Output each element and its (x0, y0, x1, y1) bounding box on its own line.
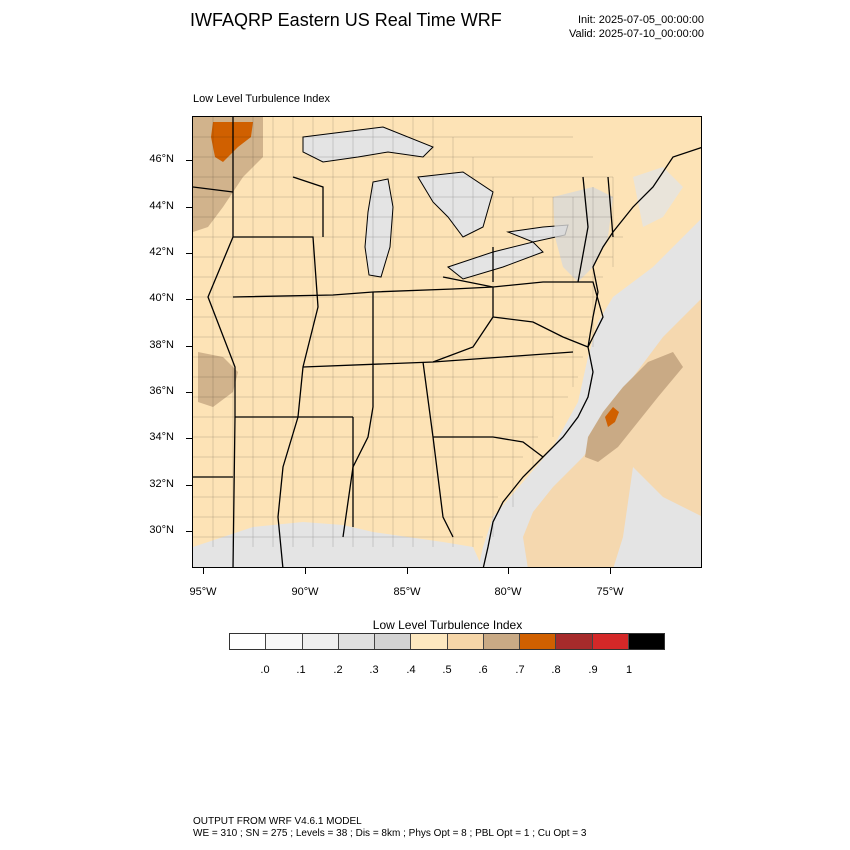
lat-tick (186, 207, 192, 208)
lat-tick (186, 160, 192, 161)
colorbar-label: 1 (625, 664, 633, 676)
colorbar-swatch (483, 634, 520, 649)
colorbar-label: .6 (478, 664, 488, 676)
colorbar-label: .9 (588, 664, 598, 676)
lon-tick (508, 568, 509, 574)
lon-label-90: 90°W (291, 586, 319, 598)
lon-label-75: 75°W (596, 586, 624, 598)
colorbar-title: Low Level Turbulence Index (372, 618, 523, 632)
colorbar-swatch (230, 634, 267, 649)
lon-label-95: 95°W (189, 586, 217, 598)
colorbar-swatch (556, 634, 593, 649)
colorbar-swatch (592, 634, 629, 649)
lat-tick (186, 346, 192, 347)
map-canvas (193, 117, 701, 567)
lat-label-30: 30°N (149, 524, 174, 536)
colorbar-swatch (520, 634, 557, 649)
colorbar-label: .3 (369, 664, 379, 676)
maine-gray (633, 167, 683, 227)
colorbar-label: .0 (260, 664, 270, 676)
lat-label-36: 36°N (149, 385, 174, 397)
lat-label-32: 32°N (149, 478, 174, 490)
colorbar-swatch (375, 634, 412, 649)
colorbar-label: .7 (515, 664, 525, 676)
lat-tick (186, 253, 192, 254)
lat-label-42: 42°N (149, 246, 174, 258)
time-info: Init: 2025-07-05_00:00:00 Valid: 2025-07… (569, 13, 704, 41)
lat-tick (186, 531, 192, 532)
colorbar-swatch (411, 634, 448, 649)
lat-label-40: 40°N (149, 292, 174, 304)
colorbar-swatch (266, 634, 303, 649)
colorbar-label: .2 (333, 664, 343, 676)
lat-label-34: 34°N (149, 431, 174, 443)
colorbar (229, 633, 665, 650)
atlantic-coastline (482, 146, 701, 567)
colorbar-swatch (338, 634, 375, 649)
lat-tick (186, 392, 192, 393)
west-tan (198, 352, 238, 407)
nw-orange (211, 122, 253, 162)
field-title: Low Level Turbulence Index (193, 93, 330, 105)
plot-title: IWFAQRP Eastern US Real Time WRF (190, 10, 502, 30)
offshore-tan (585, 352, 683, 462)
lon-label-85: 85°W (393, 586, 421, 598)
county-mesh (193, 117, 623, 547)
lon-label-80: 80°W (494, 586, 522, 598)
lat-label-38: 38°N (149, 339, 174, 351)
lat-tick (186, 485, 192, 486)
lon-tick (407, 568, 408, 574)
lat-tick (186, 438, 192, 439)
model-info-line2: WE = 310 ; SN = 275 ; Levels = 38 ; Dis … (193, 828, 587, 839)
map-panel (192, 116, 702, 568)
new-england-gray (553, 187, 613, 282)
colorbar-label: .1 (296, 664, 306, 676)
colorbar-label: .5 (442, 664, 452, 676)
model-info-line1: OUTPUT FROM WRF V4.6.1 MODEL (193, 816, 362, 827)
lon-tick (610, 568, 611, 574)
gulf-gray (193, 522, 483, 567)
valid-time: Valid: 2025-07-10_00:00:00 (569, 28, 704, 40)
colorbar-swatch (302, 634, 339, 649)
canada-land (288, 117, 701, 202)
colorbar-label: .4 (406, 664, 416, 676)
nw-tan (193, 117, 263, 232)
lon-tick (305, 568, 306, 574)
colorbar-swatch (628, 634, 664, 649)
colorbar-label: .8 (551, 664, 561, 676)
lat-label-46: 46°N (149, 153, 174, 165)
lon-tick (203, 568, 204, 574)
lat-label-44: 44°N (149, 200, 174, 212)
model-info: OUTPUT FROM WRF V4.6.1 MODEL WE = 310 ; … (193, 816, 586, 840)
lat-tick (186, 299, 192, 300)
init-time: Init: 2025-07-05_00:00:00 (578, 14, 704, 26)
atlantic-south-gray (613, 467, 701, 567)
colorbar-swatch (447, 634, 484, 649)
offshore-orange (605, 407, 619, 427)
